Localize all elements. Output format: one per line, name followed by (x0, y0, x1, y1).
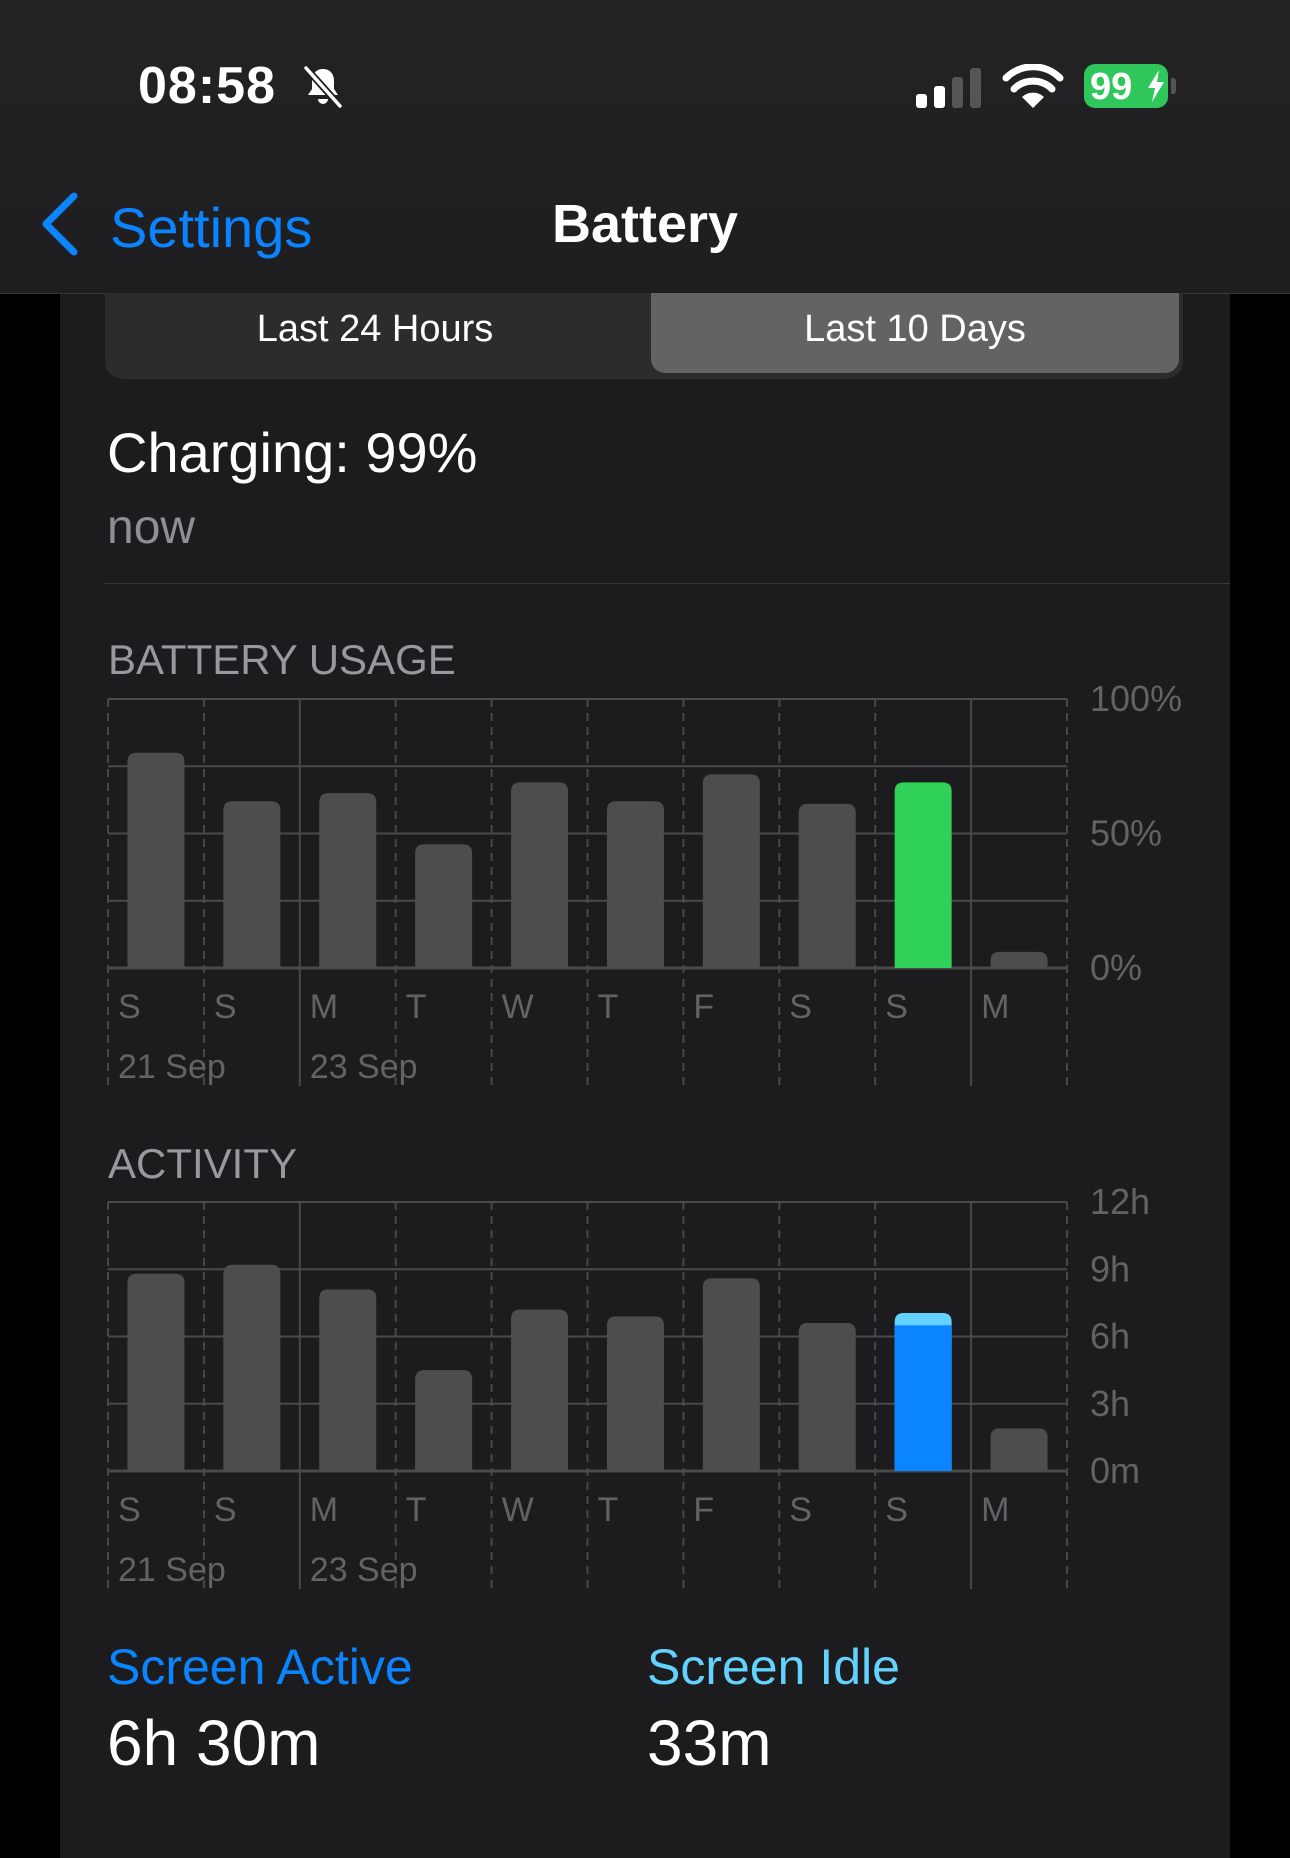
bar (606, 1316, 664, 1471)
screen-idle-value: 33m (647, 1707, 772, 1779)
wifi-icon (1002, 64, 1064, 108)
day-label: W (502, 1491, 534, 1529)
battery-usage-chart[interactable]: 0% 50% 100% S S M T W T F S S M 21 Sep 23 Sep (0, 680, 1290, 1100)
battery-charging-icon: 99 (1084, 64, 1168, 108)
bar (511, 1309, 569, 1471)
y-tick-label: 0m (1090, 1450, 1140, 1491)
bar (127, 1273, 185, 1471)
day-label: T (598, 1491, 619, 1529)
day-label: M (981, 1491, 1009, 1529)
day-label: M (310, 1491, 338, 1529)
battery-usage-heading: BATTERY USAGE (108, 636, 456, 683)
tab-last-24-hours[interactable]: Last 24 Hours (256, 308, 494, 350)
bell-slash-icon (303, 65, 343, 109)
back-button[interactable]: Settings (110, 196, 313, 259)
battery-tip (1171, 78, 1176, 94)
date-label: 21 Sep (118, 1551, 226, 1589)
page-title: Battery (551, 194, 739, 254)
y-tick-label: 50% (1090, 813, 1162, 854)
date-label: 23 Sep (310, 1048, 418, 1086)
screen-idle-label: Screen Idle (647, 1639, 900, 1695)
bar (319, 1289, 377, 1471)
date-label: 21 Sep (118, 1048, 226, 1086)
y-tick-label: 3h (1090, 1383, 1130, 1424)
day-label: S (214, 1491, 237, 1529)
y-tick-label: 0% (1090, 947, 1142, 988)
bar (990, 1428, 1048, 1471)
bar (894, 782, 952, 968)
bolt-icon (1148, 70, 1164, 102)
bar (702, 1278, 760, 1471)
charging-status: Charging: 99% (107, 421, 478, 484)
date-label: 23 Sep (310, 1551, 418, 1589)
day-label: S (214, 988, 237, 1026)
day-label: S (789, 1491, 812, 1529)
day-label: S (885, 1491, 908, 1529)
day-label: S (118, 1491, 141, 1529)
y-tick-label: 12h (1090, 1183, 1150, 1222)
period-segmented-control: Last 24 Hours Last 10 Days (105, 293, 1183, 379)
day-label: S (118, 988, 141, 1026)
chevron-left-icon[interactable] (38, 192, 82, 256)
bar (511, 782, 569, 968)
bar (223, 1264, 281, 1471)
day-label: S (885, 988, 908, 1026)
cellular-signal-icon (916, 68, 981, 108)
bar (223, 801, 281, 968)
day-label: M (981, 988, 1009, 1026)
bar (415, 844, 473, 968)
battery-level: 99 (1090, 66, 1133, 108)
bar (990, 951, 1048, 968)
bar (127, 752, 185, 968)
activity-heading: ACTIVITY (108, 1140, 298, 1187)
screen-active-label: Screen Active (107, 1639, 413, 1695)
content-card (60, 293, 1230, 1858)
bar (415, 1370, 473, 1471)
tab-last-10-days[interactable]: Last 10 Days (651, 293, 1179, 373)
day-label: F (693, 988, 714, 1026)
divider (105, 583, 1230, 584)
day-label: M (310, 988, 338, 1026)
y-tick-label: 6h (1090, 1316, 1130, 1357)
bar-screen-active (894, 1325, 952, 1471)
bar (319, 793, 377, 968)
day-label: S (789, 988, 812, 1026)
bar (702, 774, 760, 968)
activity-chart[interactable]: 0m 3h 6h 9h 12h S S M T W T F S S M 21 Sep 23 Sep (0, 1183, 1290, 1603)
bar (798, 803, 856, 968)
day-label: T (406, 988, 427, 1026)
day-label: F (693, 1491, 714, 1529)
bar (798, 1323, 856, 1471)
y-tick-label: 100% (1090, 680, 1182, 719)
bar (606, 801, 664, 968)
day-label: T (598, 988, 619, 1026)
nav-header: 08:58 99 Settings Battery (0, 0, 1290, 294)
y-tick-label: 9h (1090, 1248, 1130, 1289)
day-label: W (502, 988, 534, 1026)
charging-time: now (107, 501, 196, 554)
screen-active-value: 6h 30m (107, 1707, 321, 1779)
day-label: T (406, 1491, 427, 1529)
status-time: 08:58 (138, 57, 276, 115)
